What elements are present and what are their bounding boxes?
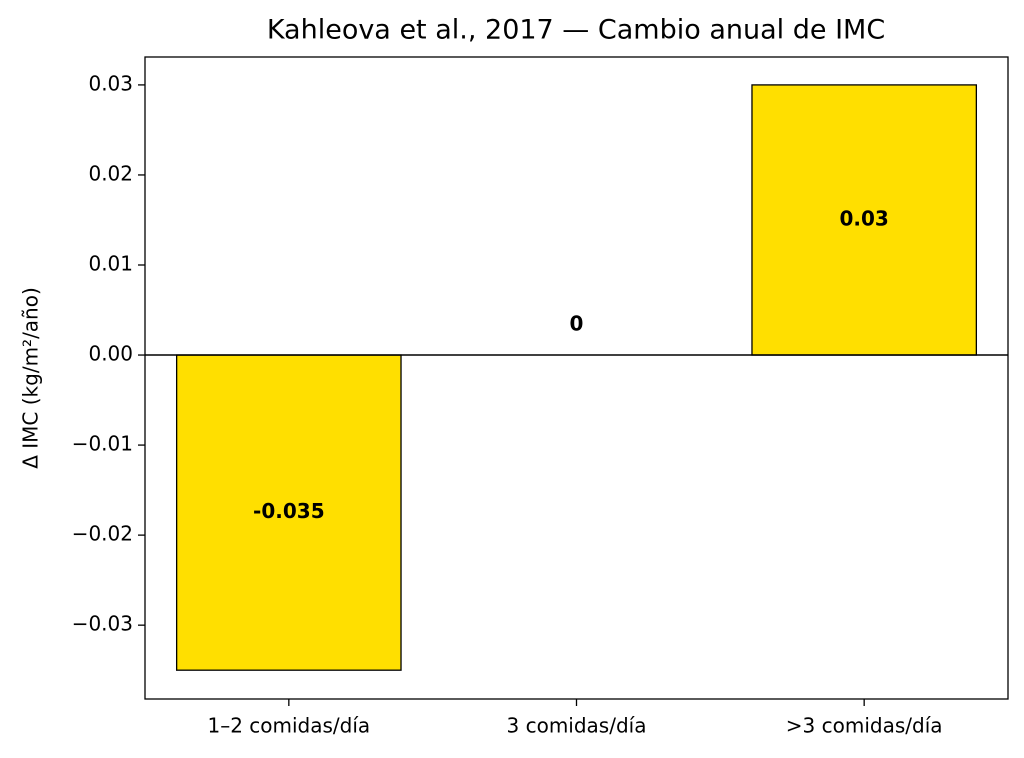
x-tick-label: >3 comidas/día [786,714,943,738]
plot-frame [144,56,1009,700]
y-tick-label: 0.00 [88,342,133,366]
y-tick-label: 0.03 [88,71,133,95]
y-tick-label: 0.02 [88,161,133,185]
y-tick-label: −0.03 [72,612,133,636]
x-tick-label: 3 comidas/día [507,714,647,738]
bar [751,84,978,356]
bar [175,354,402,671]
y-axis-label: Δ IMC (kg/m²/año) [19,287,43,469]
y-tick-label: −0.01 [72,432,133,456]
x-tick-label: 1–2 comidas/día [207,714,370,738]
data-label: 0 [570,312,584,336]
y-tick-label: 0.01 [88,251,133,275]
y-tick-label: −0.02 [72,522,133,546]
data-label: -0.035 [253,499,325,523]
data-label: 0.03 [839,206,888,230]
chart-title: Kahleova et al., 2017 — Cambio anual de … [267,15,885,46]
